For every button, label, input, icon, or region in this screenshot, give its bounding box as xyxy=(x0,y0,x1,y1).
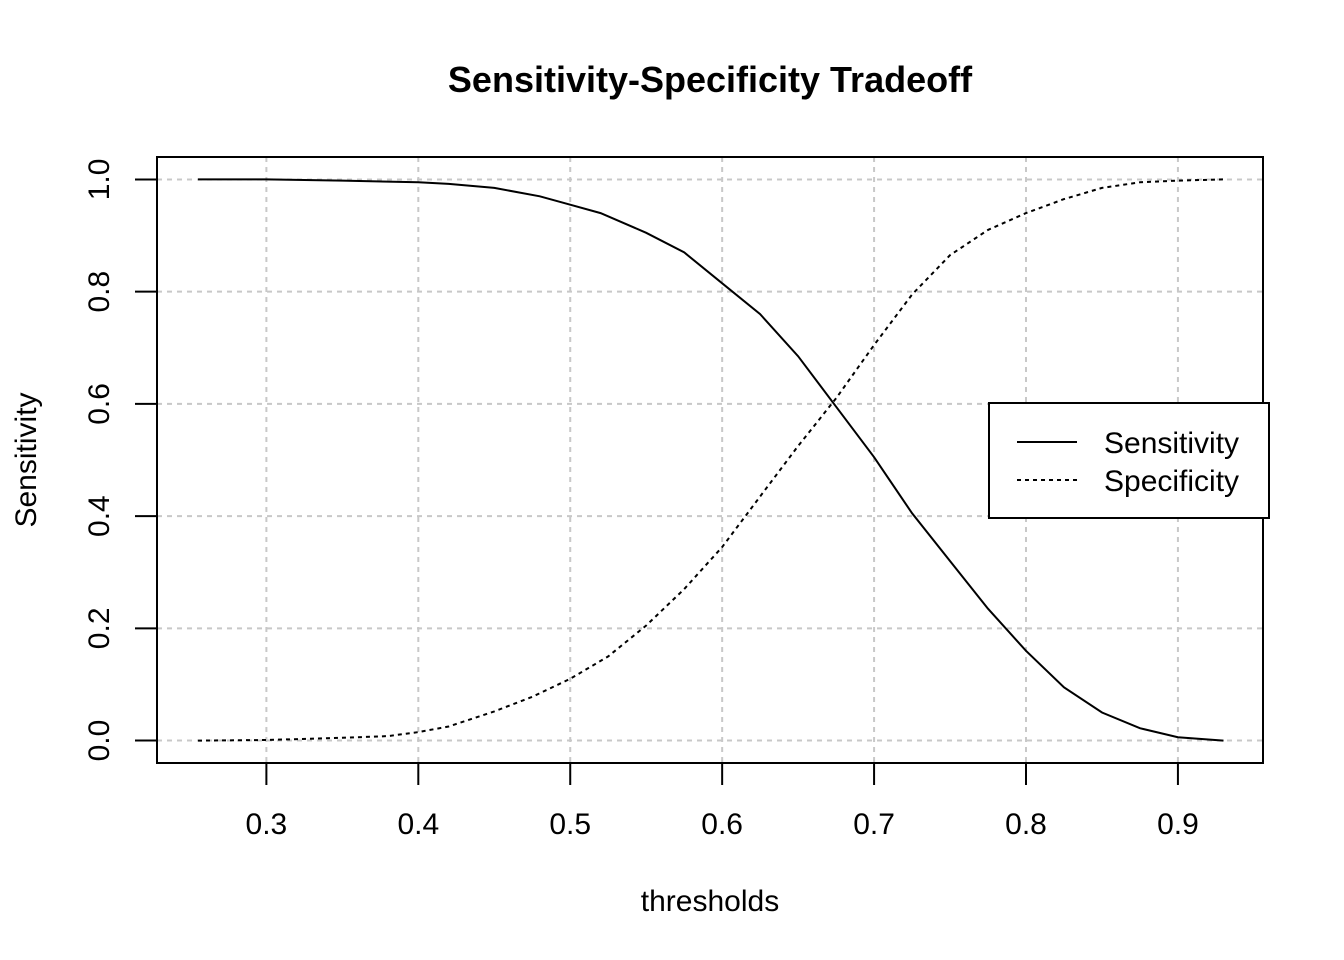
x-tick-label: 0.3 xyxy=(246,808,288,841)
legend-label-specificity: Specificity xyxy=(1104,465,1239,498)
y-axis: 0.0 0.2 0.4 0.6 0.8 1.0 xyxy=(83,159,157,762)
x-tick-label: 0.6 xyxy=(701,808,743,841)
x-axis: 0.3 0.4 0.5 0.6 0.7 0.8 0.9 xyxy=(246,763,1199,841)
y-tick-label: 0.4 xyxy=(83,495,116,537)
x-axis-label: thresholds xyxy=(641,885,779,918)
x-tick-label: 0.4 xyxy=(397,808,439,841)
series-line-specificity xyxy=(197,178,1224,742)
y-tick-label: 0.6 xyxy=(83,383,116,425)
series-layer xyxy=(197,178,1224,742)
chart-title: Sensitivity-Specificity Tradeoff xyxy=(448,59,973,100)
legend-box xyxy=(988,402,1270,519)
x-tick-label: 0.9 xyxy=(1157,808,1199,841)
y-tick-label: 0.0 xyxy=(83,720,116,762)
legend: Sensitivity Specificity xyxy=(988,402,1270,519)
x-tick-label: 0.7 xyxy=(853,808,895,841)
x-tick-label: 0.8 xyxy=(1005,808,1047,841)
y-tick-label: 0.8 xyxy=(83,271,116,313)
y-tick-label: 0.2 xyxy=(83,607,116,649)
y-tick-label: 1.0 xyxy=(83,159,116,201)
x-tick-label: 0.5 xyxy=(549,808,591,841)
legend-label-sensitivity: Sensitivity xyxy=(1104,427,1239,460)
series-line-sensitivity xyxy=(198,178,1224,742)
y-axis-label: Sensitivity xyxy=(10,392,43,527)
